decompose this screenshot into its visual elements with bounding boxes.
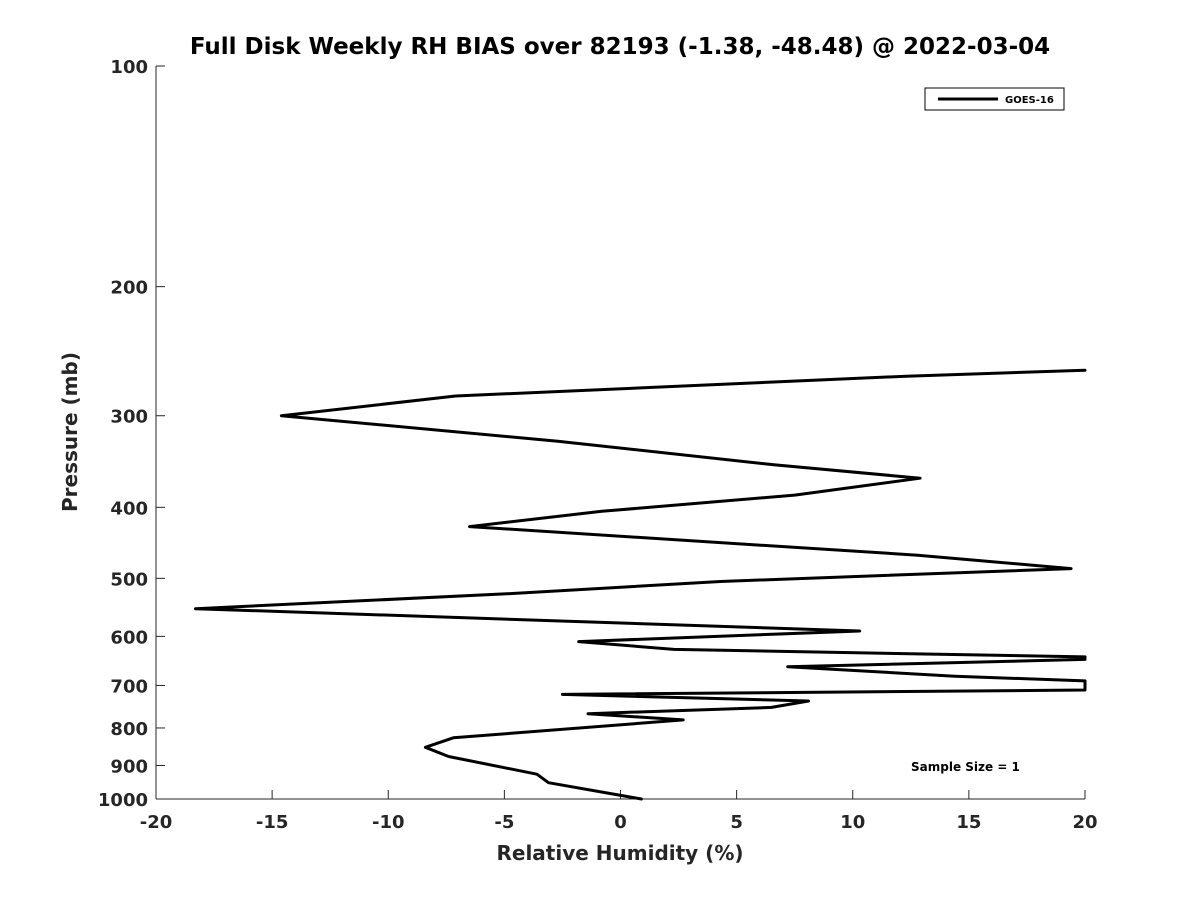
x-tick-label: 20 — [1072, 812, 1097, 833]
y-tick-label: 600 — [110, 627, 148, 648]
x-tick-label: 5 — [730, 812, 743, 833]
x-axis: -20 -15 -10 -5 0 5 10 15 20 — [140, 790, 1098, 833]
sample-size-annotation: Sample Size = 1 — [911, 760, 1020, 774]
x-tick-label: 10 — [840, 812, 865, 833]
y-tick-label: 100 — [110, 57, 148, 78]
x-tick-label: -20 — [140, 812, 173, 833]
y-tick-label: 700 — [110, 676, 148, 697]
legend-entry-goes-16: GOES-16 — [1005, 95, 1054, 106]
y-axis: 100 200 300 400 500 600 700 800 900 1000 — [98, 57, 165, 811]
y-axis-label: Pressure (mb) — [58, 352, 82, 512]
chart-title: Full Disk Weekly RH BIAS over 82193 (-1.… — [190, 34, 1050, 60]
x-axis-label: Relative Humidity (%) — [496, 841, 743, 865]
y-tick-label: 900 — [110, 756, 148, 777]
x-tick-label: -15 — [256, 812, 289, 833]
y-tick-label: 500 — [110, 569, 148, 590]
legend: GOES-16 — [924, 87, 1065, 111]
y-tick-label: 1000 — [98, 790, 148, 811]
y-tick-label: 800 — [110, 719, 148, 740]
series-layer — [194, 368, 1087, 801]
y-tick-label: 400 — [110, 498, 148, 519]
x-tick-label: -10 — [372, 812, 405, 833]
y-tick-label: 300 — [110, 407, 148, 428]
y-tick-label: 200 — [110, 278, 148, 299]
x-tick-label: 0 — [614, 812, 627, 833]
x-tick-label: 15 — [956, 812, 981, 833]
x-tick-label: -5 — [494, 812, 514, 833]
series-line-goes-16 — [194, 368, 1087, 801]
